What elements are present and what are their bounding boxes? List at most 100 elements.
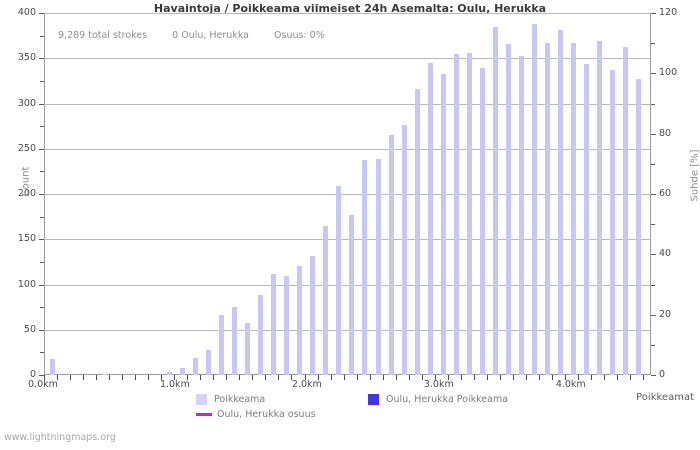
annotation-total-strokes: 9,289 total strokes [58,30,148,41]
bar [636,79,642,375]
x-axis-label: 0.0km [28,379,58,390]
gridline [44,284,651,286]
x-axis-tick [356,375,358,380]
x-axis-tick [109,375,111,380]
x-axis-tick [200,375,202,380]
left-axis-tick [39,329,44,331]
right-axis-minor-tick [651,284,655,286]
x-axis-tick [70,375,72,380]
bar [206,349,212,375]
x-axis-tick [135,375,137,380]
right-axis-tick [651,254,656,256]
gridline [44,329,651,331]
left-axis-label: 50 [23,323,36,335]
right-axis-tick [651,375,656,376]
bar [518,56,524,375]
left-axis-minor-tick [40,80,44,82]
bar [570,42,576,375]
left-axis-tick [39,239,44,241]
bar [101,374,107,375]
left-axis-minor-tick [40,126,44,128]
gridline [44,13,651,14]
left-axis-label: 250 [17,142,36,154]
bar [167,372,173,375]
x-axis-tick [317,375,319,380]
x-axis-tick [408,375,410,380]
bar [531,23,537,375]
x-axis-tick [83,375,85,380]
x-axis-tick [122,375,124,380]
x-axis-label: 1.0km [159,379,190,390]
legend-color-swatch [368,394,379,405]
left-axis-tick [39,148,44,150]
bar [232,307,238,375]
x-axis-tick [525,375,527,380]
legend-item[interactable]: Poikkeama [196,394,265,405]
left-axis-label: 0 [29,369,36,380]
x-axis-tick [174,375,176,380]
left-axis-label: 100 [17,278,36,290]
right-axis-label: 40 [659,248,672,260]
legend-item[interactable]: Oulu, Herukka Poikkeama [368,394,508,405]
left-axis-tick [39,375,44,376]
x-axis-tick [552,375,553,380]
right-axis-tick [651,314,656,316]
gridline [44,103,651,105]
bar [479,68,485,375]
x-axis-tick [591,375,593,380]
right-axis-label: 80 [659,127,672,139]
x-axis-tick [44,375,45,380]
x-axis-tick [291,375,293,380]
right-axis-label: 60 [659,188,672,199]
left-axis-tick [39,284,44,286]
bar [622,46,628,375]
bar-series [44,13,651,375]
x-axis-tick [499,375,501,380]
x-axis-label: 2.0km [291,379,322,390]
right-axis-tick [651,194,656,195]
x-axis-tick [265,375,267,380]
left-axis-minor-tick [40,35,44,37]
watermark: www.lightningmaps.org [4,432,116,443]
x-axis-tick [578,375,580,380]
x-axis-tick [96,375,98,380]
left-axis-minor-tick [40,307,44,309]
x-axis-tick [161,375,163,380]
legend-label: Oulu, Herukka Poikkeama [386,394,509,405]
bar [180,367,186,375]
x-axis-label: 4.0km [555,379,586,390]
legend-color-swatch [196,394,207,405]
annotation-ratio: Osuus: 0% [274,30,325,41]
bar [310,256,316,375]
x-axis-tick [473,375,475,380]
legend-item[interactable]: Oulu, Herukka osuus [196,409,316,420]
gridline [44,194,651,195]
bar [388,135,394,375]
right-axis-title: Suhde [%] [689,149,700,202]
bar [271,273,277,375]
x-axis-title: Poikkeamat [636,392,694,403]
x-axis-tick [187,375,189,380]
left-axis-title: Count [20,166,32,197]
x-axis-tick [565,375,567,380]
right-axis-minor-tick [651,103,655,105]
bar [49,358,55,375]
right-axis-tick [651,73,656,75]
annotation-station-count: 0 Oulu, Herukka [172,30,249,41]
left-axis-minor-tick [40,261,44,263]
right-axis-minor-tick [651,43,655,45]
bar [466,52,472,375]
x-axis-tick [252,375,254,380]
bar [505,43,511,375]
legend-line-swatch [196,413,212,416]
bar [362,159,368,375]
bar [323,225,329,375]
bar [609,70,615,375]
x-axis-tick [343,375,345,380]
bar [349,214,355,375]
bar [336,185,342,375]
x-axis-tick [226,375,228,380]
left-axis-label: 150 [17,233,36,245]
bar [440,73,446,375]
